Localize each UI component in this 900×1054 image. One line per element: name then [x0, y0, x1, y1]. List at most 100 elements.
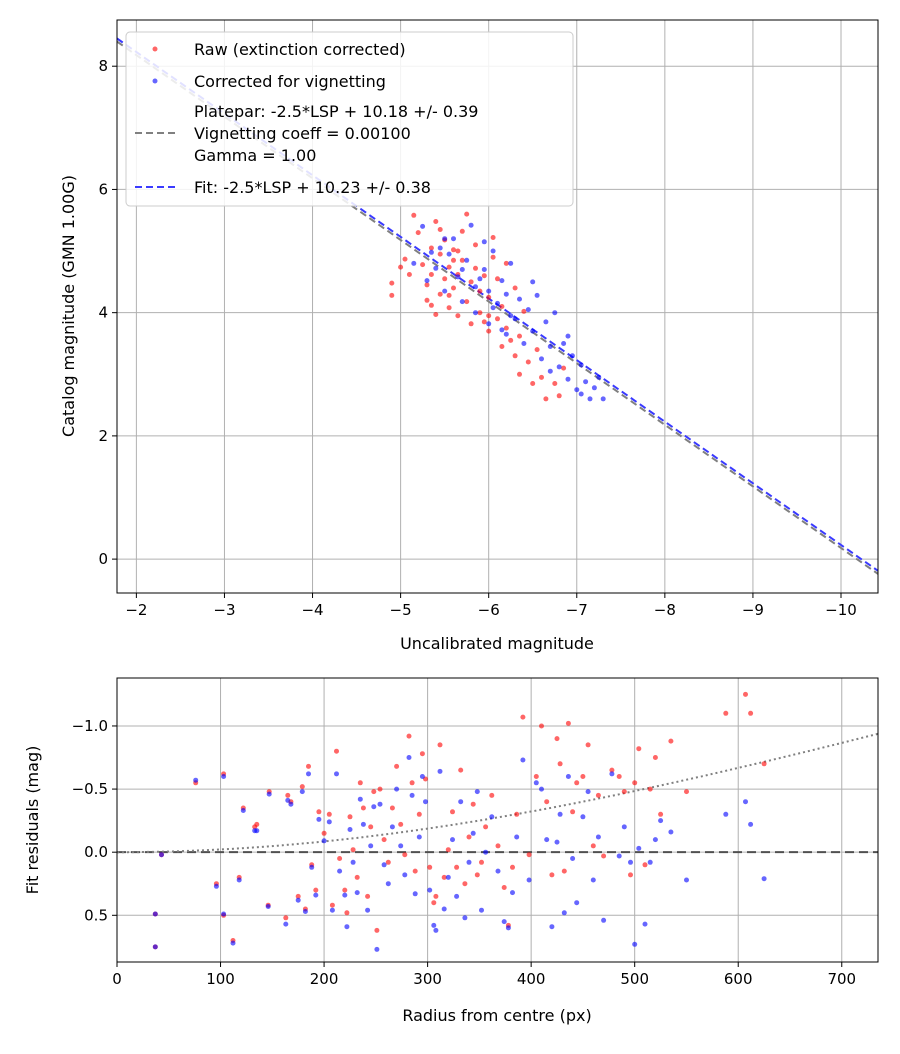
point-corrected	[483, 849, 489, 855]
point-raw	[514, 811, 520, 817]
point-corrected	[525, 307, 531, 313]
point-corrected	[424, 278, 430, 284]
point-corrected	[326, 819, 332, 825]
point-raw	[489, 792, 495, 798]
point-corrected	[431, 922, 437, 928]
point-raw	[495, 276, 500, 282]
point-corrected	[221, 911, 227, 917]
point-corrected	[468, 222, 474, 228]
point-raw	[254, 821, 260, 827]
point-corrected	[723, 811, 729, 817]
point-corrected	[583, 379, 589, 385]
point-corrected	[561, 341, 567, 346]
point-corrected	[309, 864, 315, 870]
point-corrected	[636, 845, 642, 851]
y-tick-label: 2	[98, 427, 108, 445]
point-raw	[458, 767, 464, 773]
legend-corrected-label: Corrected for vignetting	[194, 72, 386, 91]
point-corrected	[428, 249, 434, 255]
point-raw	[437, 251, 443, 257]
point-corrected	[684, 877, 689, 883]
point-corrected	[368, 843, 374, 849]
point-raw	[283, 915, 289, 921]
point-corrected	[265, 904, 271, 909]
point-corrected	[547, 368, 553, 374]
point-raw	[462, 881, 468, 887]
point-corrected	[230, 940, 236, 946]
point-corrected	[508, 313, 514, 319]
point-corrected	[473, 284, 478, 290]
point-corrected	[306, 771, 311, 777]
point-raw	[621, 789, 627, 795]
point-raw	[406, 733, 412, 739]
point-raw	[585, 742, 591, 748]
point-corrected	[505, 925, 511, 931]
point-raw	[365, 893, 371, 899]
x-tick-label: 0	[112, 970, 122, 988]
point-raw	[295, 893, 301, 899]
point-raw	[481, 273, 487, 279]
point-raw	[479, 859, 484, 865]
point-raw	[561, 365, 567, 371]
point-corrected	[743, 799, 748, 805]
point-corrected	[442, 288, 448, 294]
point-corrected	[329, 907, 335, 913]
bottom-plot-area	[117, 678, 878, 962]
point-raw	[446, 305, 452, 311]
point-raw	[554, 736, 560, 742]
point-corrected	[609, 771, 615, 777]
y-tick-label: 0.5	[84, 906, 108, 924]
point-corrected	[462, 915, 468, 921]
point-corrected	[406, 755, 412, 760]
point-raw	[412, 868, 418, 874]
point-corrected	[236, 877, 242, 883]
point-raw	[437, 291, 443, 297]
point-corrected	[266, 791, 272, 797]
point-raw	[464, 211, 470, 217]
point-corrected	[389, 824, 395, 830]
point-corrected	[412, 891, 418, 897]
point-raw	[285, 792, 291, 798]
point-raw	[409, 780, 415, 786]
point-corrected	[423, 799, 428, 805]
point-corrected	[152, 911, 158, 917]
point-raw	[761, 761, 767, 767]
point-corrected	[454, 893, 460, 899]
point-raw	[455, 248, 461, 254]
legend-platepar-line1: Platepar: -2.5*LSP + 10.18 +/- 0.39	[194, 102, 478, 121]
point-raw	[520, 714, 526, 720]
point-corrected	[450, 837, 455, 843]
point-raw	[544, 799, 550, 805]
point-corrected	[761, 876, 767, 882]
point-corrected	[591, 385, 597, 391]
point-raw	[473, 242, 478, 248]
point-raw	[428, 272, 434, 277]
point-raw	[574, 780, 580, 786]
point-corrected	[530, 328, 536, 334]
point-corrected	[350, 859, 356, 865]
point-corrected	[481, 239, 487, 245]
point-corrected	[574, 387, 580, 393]
point-raw	[306, 763, 311, 769]
point-corrected	[477, 276, 483, 282]
point-corrected	[616, 853, 622, 859]
point-raw	[389, 292, 395, 298]
point-raw	[424, 282, 430, 288]
point-corrected	[371, 804, 377, 810]
point-corrected	[481, 267, 487, 272]
x-tick-label: −10	[825, 601, 857, 619]
point-raw	[570, 809, 576, 815]
point-corrected	[543, 319, 549, 325]
point-raw	[530, 381, 536, 386]
point-corrected	[360, 821, 366, 827]
x-tick-label: 400	[517, 970, 546, 988]
point-raw	[503, 325, 509, 331]
point-raw	[459, 257, 465, 263]
point-corrected	[445, 874, 451, 880]
point-raw	[590, 843, 596, 849]
x-tick-label: −9	[742, 601, 764, 619]
point-corrected	[520, 757, 526, 763]
legend-corrected-marker	[152, 78, 158, 84]
point-raw	[381, 837, 387, 843]
